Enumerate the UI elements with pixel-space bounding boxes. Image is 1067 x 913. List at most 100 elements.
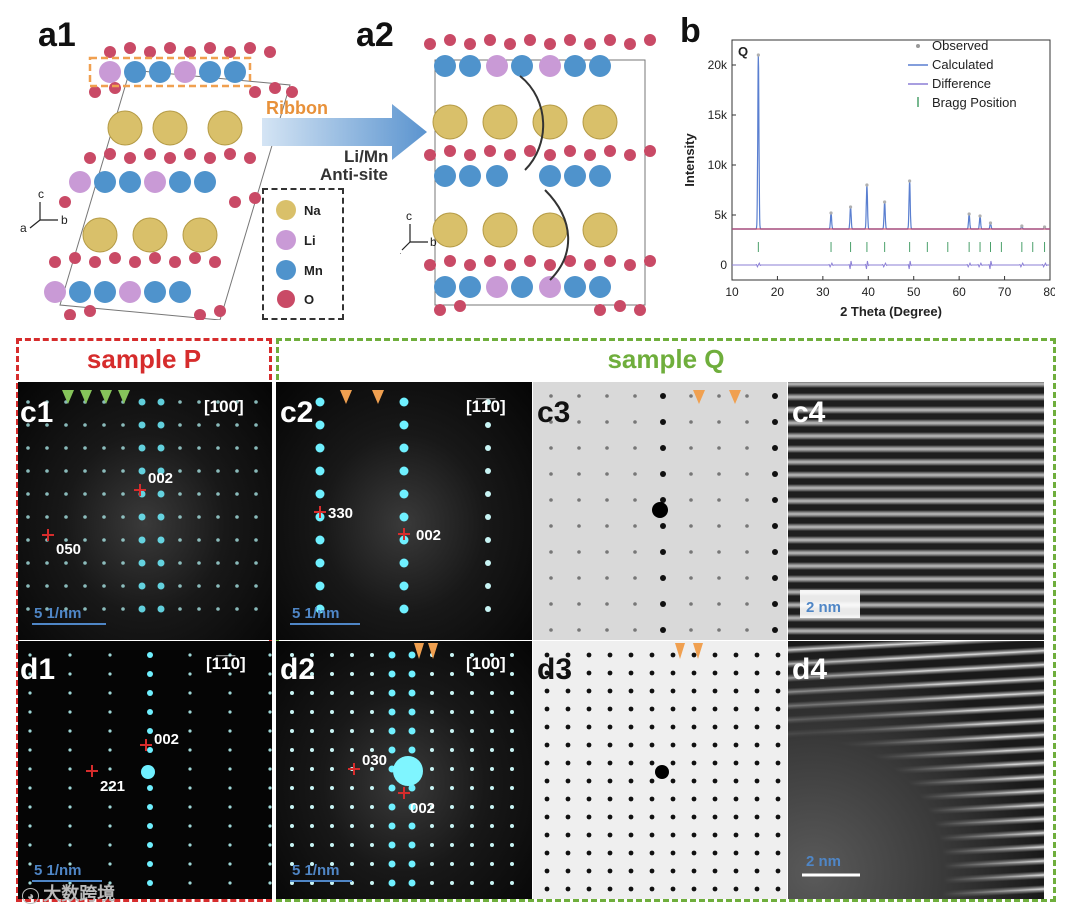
diffraction-spot <box>290 672 294 676</box>
diffraction-spot <box>628 652 634 658</box>
diffraction-spot <box>330 805 334 809</box>
diffraction-spot <box>633 446 637 450</box>
diffraction-spot <box>188 843 192 847</box>
diffraction-spot <box>510 786 514 790</box>
diffraction-spot <box>691 706 697 712</box>
diffraction-spot <box>147 823 153 829</box>
observed-peak-point <box>988 221 993 225</box>
diffraction-spot <box>430 672 434 676</box>
diffraction-spot <box>712 760 718 766</box>
diffraction-spot <box>450 729 454 733</box>
diffraction-spot <box>691 760 697 766</box>
diffraction-spot <box>268 767 272 771</box>
diffraction-spot <box>649 760 655 766</box>
atom-legend: Na Li Mn O <box>262 188 344 320</box>
diffraction-spot <box>350 653 354 657</box>
diffraction-spot <box>108 881 112 885</box>
diffraction-spot <box>102 492 106 496</box>
diffraction-spot <box>350 843 354 847</box>
diffraction-spot <box>254 423 258 427</box>
diffraction-spot <box>485 399 491 405</box>
diffraction-spot <box>470 729 474 733</box>
diffraction-spot <box>450 672 454 676</box>
diffraction-spot <box>544 814 550 820</box>
diffraction-spot <box>510 653 514 657</box>
diffraction-spot <box>138 398 146 406</box>
y-tick-label: 20k <box>708 58 728 72</box>
transformation-arrow: Ribbon Li/Mn Anti-site <box>262 98 427 184</box>
diffraction-spot <box>290 748 294 752</box>
diffraction-spot <box>510 729 514 733</box>
diffraction-spot <box>470 843 474 847</box>
diffraction-spot <box>108 672 112 676</box>
diffraction-spot <box>399 420 409 430</box>
diffraction-spot <box>178 492 182 496</box>
diffraction-spot <box>470 862 474 866</box>
diffraction-spot <box>510 805 514 809</box>
diffraction-spot <box>649 706 655 712</box>
diffraction-spot <box>370 729 374 733</box>
diffraction-spot <box>733 742 739 748</box>
li-mn-text: Li/Mn <box>344 147 388 166</box>
observed-peak-point <box>865 183 869 187</box>
diffraction-spot <box>268 748 272 752</box>
orange-arrow <box>428 643 438 659</box>
diffraction-spot <box>745 550 749 554</box>
diffraction-spot <box>510 710 514 714</box>
diffraction-spot <box>775 742 781 748</box>
diffraction-spot <box>216 584 220 588</box>
diffraction-spot <box>586 886 592 892</box>
diffraction-spot <box>605 524 609 528</box>
diffraction-spot <box>330 710 334 714</box>
y-tick-label: 5k <box>714 208 728 222</box>
diffraction-spot <box>228 786 232 790</box>
diffraction-spot <box>388 879 396 887</box>
diffraction-spot <box>733 850 739 856</box>
diffraction-spot <box>147 652 153 658</box>
diffraction-spot <box>254 492 258 496</box>
diffraction-spot <box>691 868 697 874</box>
diffraction-spot <box>565 652 571 658</box>
diffraction-spot <box>216 538 220 542</box>
diffraction-spot <box>691 886 697 892</box>
diffraction-spot <box>178 469 182 473</box>
diffraction-spot <box>315 604 325 614</box>
diffraction-spot <box>733 760 739 766</box>
legend-li-label: Li <box>304 233 316 248</box>
diffraction-spot <box>408 670 416 678</box>
diffraction-spot <box>188 691 192 695</box>
diffraction-spot <box>228 729 232 733</box>
diffraction-spot <box>228 824 232 828</box>
legend-observed-marker <box>916 44 920 48</box>
diffraction-spot <box>330 824 334 828</box>
diffraction-spot <box>310 729 314 733</box>
diffraction-spot <box>691 796 697 802</box>
diffraction-spot <box>138 421 146 429</box>
diffraction-spot <box>310 672 314 676</box>
diffraction-spot <box>450 824 454 828</box>
diffraction-spot <box>45 469 49 473</box>
diffraction-spot <box>228 672 232 676</box>
diffraction-spot <box>147 728 153 734</box>
diffraction-spot <box>268 843 272 847</box>
diffraction-spot <box>733 886 739 892</box>
diffraction-spot <box>399 443 409 453</box>
diffraction-spot <box>121 561 125 565</box>
diffraction-spot <box>549 628 553 632</box>
diffraction-spot <box>565 868 571 874</box>
diffraction-spot <box>689 576 693 580</box>
diffraction-spot <box>102 538 106 542</box>
diffraction-spot <box>733 670 739 676</box>
diffraction-spot <box>660 445 666 451</box>
diffraction-spot <box>330 653 334 657</box>
diffraction-spot <box>691 832 697 838</box>
zone-axis-d1: [1̅1̅0] <box>206 654 246 673</box>
diffraction-spot <box>775 832 781 838</box>
diffraction-spot <box>235 400 239 404</box>
diffraction-spot <box>64 515 68 519</box>
transmitted-beam-spot <box>652 502 668 518</box>
diffraction-spot <box>670 868 676 874</box>
diffraction-spot <box>577 628 581 632</box>
diffraction-spot <box>745 524 749 528</box>
diffraction-spot <box>586 760 592 766</box>
